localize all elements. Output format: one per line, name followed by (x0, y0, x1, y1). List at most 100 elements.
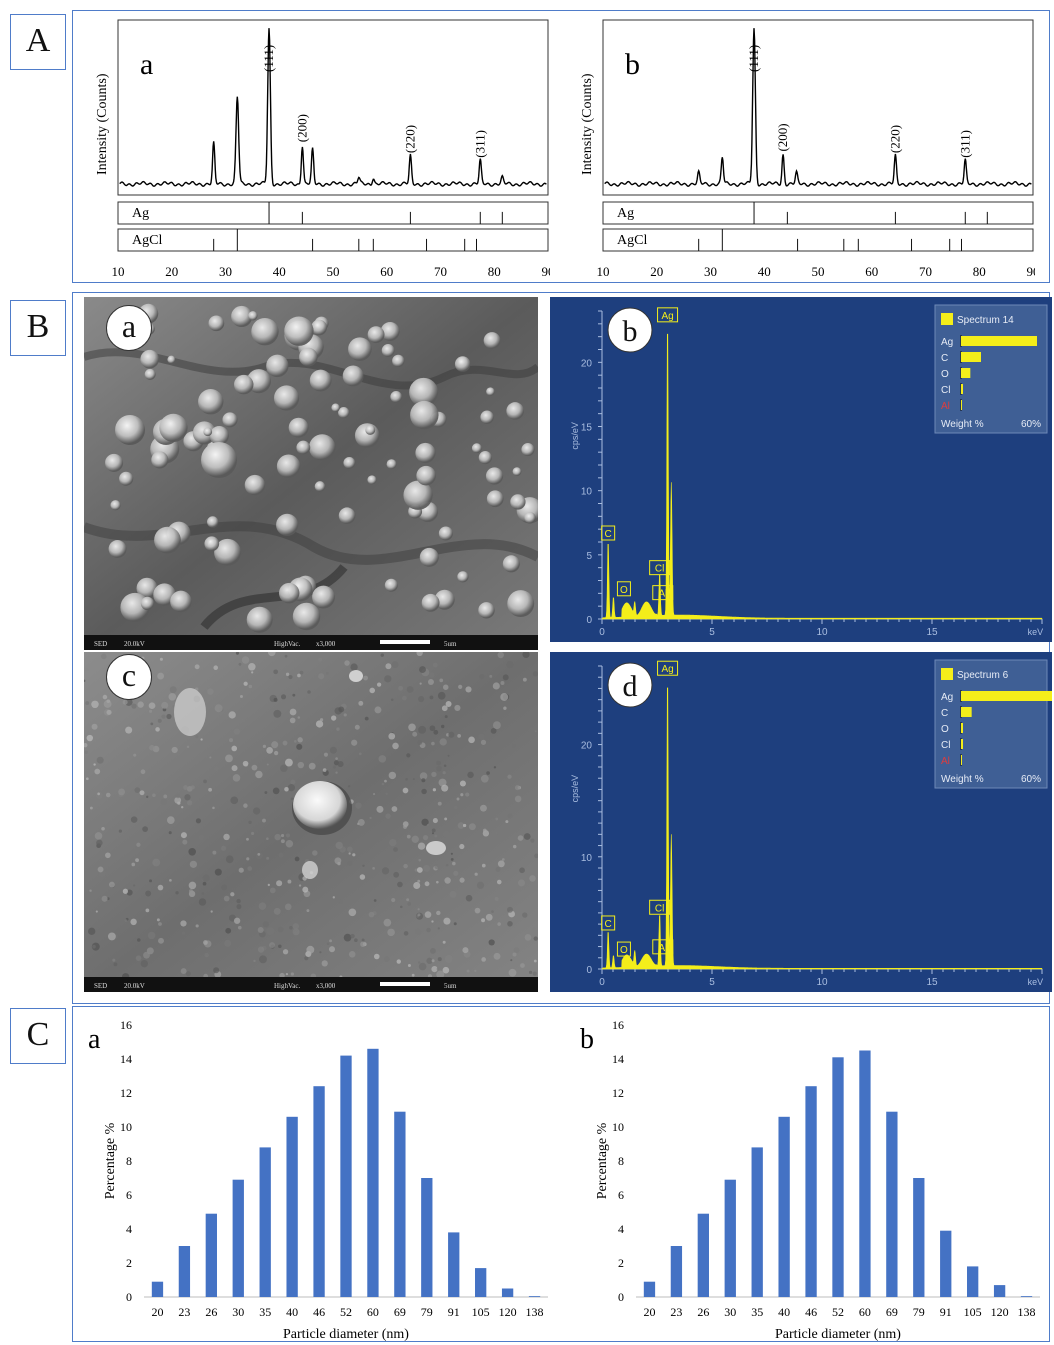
sem-grain-dot (419, 772, 428, 780)
psd-bar (205, 1213, 217, 1297)
sem-grain-dot (259, 955, 267, 964)
eds-peak-label-box (616, 941, 631, 957)
sem-grain-dot (348, 908, 357, 917)
sem-grain-dot (203, 940, 208, 945)
eds-x-tick-label: 15 (926, 627, 938, 638)
sem-grain-dot (284, 903, 292, 911)
sem-grain-dot (361, 938, 365, 942)
sem-grain-dot (393, 847, 398, 852)
sem-grain-dot (401, 695, 407, 701)
eds-legend-element: O (941, 369, 949, 380)
sem-grain-dot (476, 881, 485, 889)
sem-grain-dot (137, 938, 141, 942)
sem-grain-dot (266, 927, 275, 936)
sem-particle (367, 475, 377, 485)
sem-particle (278, 582, 300, 604)
psd-x-tick-label: 60 (367, 1305, 379, 1319)
sem-particle (203, 427, 213, 437)
sem-grain-dot (442, 940, 446, 944)
eds-peak-label-box (657, 307, 679, 323)
sem-c-vacuum: HighVac. (274, 982, 300, 990)
sem-grain-dot (297, 761, 305, 769)
sem-grain-dot (348, 852, 351, 855)
sem-grain-dot (364, 716, 369, 721)
sem-grain-dot (479, 804, 487, 812)
eds-peak-label-box (616, 581, 631, 597)
sem-grain-dot (150, 722, 154, 726)
eds-x-tick-label: 0 (599, 627, 605, 638)
sem-particle (222, 412, 238, 428)
sem-grain-dot (380, 653, 384, 657)
sem-grain-dot (432, 788, 437, 792)
psd-bar (967, 1266, 979, 1297)
sem-grain-dot (403, 863, 408, 869)
sem-grain-dot (444, 877, 451, 884)
sem-grain-dot (180, 968, 187, 975)
xrd-x-tick-label: 50 (327, 264, 340, 279)
sem-grain-dot (273, 750, 279, 756)
sem-a-mode: SED (94, 640, 107, 648)
sem-image-a: SED 20.0kV HighVac. x3,000 5um a (84, 297, 538, 650)
sem-grain-dot (362, 864, 365, 867)
sem-grain-dot (335, 757, 338, 760)
psd-x-tick-label: 52 (832, 1305, 844, 1319)
sem-particle (170, 590, 192, 613)
psd-bar (724, 1179, 736, 1297)
sem-grain-dot (467, 771, 474, 779)
psd-y-tick-label: 12 (120, 1086, 132, 1100)
eds-peak-label-box (652, 939, 674, 955)
sem-grain-dot (186, 800, 193, 806)
sem-grain-dot (407, 964, 411, 967)
sem-grain-dot (107, 932, 116, 941)
sem-grain-dot (419, 682, 422, 685)
eds-legend-bar (961, 400, 962, 410)
psd-y-tick-label: 2 (126, 1256, 132, 1270)
sem-particle (485, 467, 504, 485)
sem-grain-dot (474, 907, 481, 914)
sem-grain-dot (406, 898, 410, 902)
sem-grain-dot (97, 866, 104, 873)
sem-grain-dot (292, 928, 300, 936)
sem-particle (478, 602, 495, 619)
sem-grain-dot (241, 656, 250, 664)
sem-grain-dot (474, 969, 477, 973)
sem-grain-dot (439, 738, 447, 746)
xrd-miller-index: (311) (472, 130, 487, 158)
sem-grain-dot (122, 888, 129, 894)
sem-grain-dot (497, 652, 504, 659)
sem-particle (486, 387, 495, 396)
xrd-x-tick-label: 60 (865, 264, 878, 279)
sem-grain-dot (381, 867, 390, 875)
sem-grain-dot (500, 681, 505, 686)
sem-particle (471, 443, 482, 454)
sem-grain-dot (318, 657, 323, 662)
sem-grain-dot (417, 740, 423, 745)
xrd-y-axis-label: Intensity (Counts) (580, 73, 595, 175)
psd-bar (151, 1281, 164, 1297)
sem-grain-dot (439, 678, 444, 683)
sem-grain-dot (417, 842, 426, 850)
eds-legend-box (934, 659, 1048, 789)
sem-grain-dot (408, 723, 416, 732)
sem-grain-dot (334, 857, 342, 865)
sem-a-magnification: x3,000 (316, 640, 336, 648)
sem-grain-dot (354, 938, 358, 943)
sem-grain-dot (149, 709, 153, 713)
psd-y-tick-label: 6 (126, 1188, 132, 1202)
sem-grain-dot (221, 845, 227, 851)
xrd-miller-index: (220) (887, 125, 902, 153)
sem-grain-dot (84, 742, 88, 748)
sem-grain-dot (512, 744, 516, 748)
sem-grain-dot (421, 788, 427, 795)
eds-legend-element: C (941, 708, 948, 719)
sem-grain-dot (478, 718, 483, 722)
eds-legend-bar (961, 384, 963, 394)
eds-panel-label-circle (607, 662, 653, 708)
sem-grain-dot (493, 766, 497, 769)
sem-grain-dot (93, 763, 96, 766)
sem-grain-dot (225, 927, 232, 934)
sem-grain-dot (196, 931, 200, 934)
psd-x-tick-label: 40 (286, 1305, 298, 1319)
sem-particle (521, 443, 535, 457)
sem-grain-dot (280, 694, 287, 700)
